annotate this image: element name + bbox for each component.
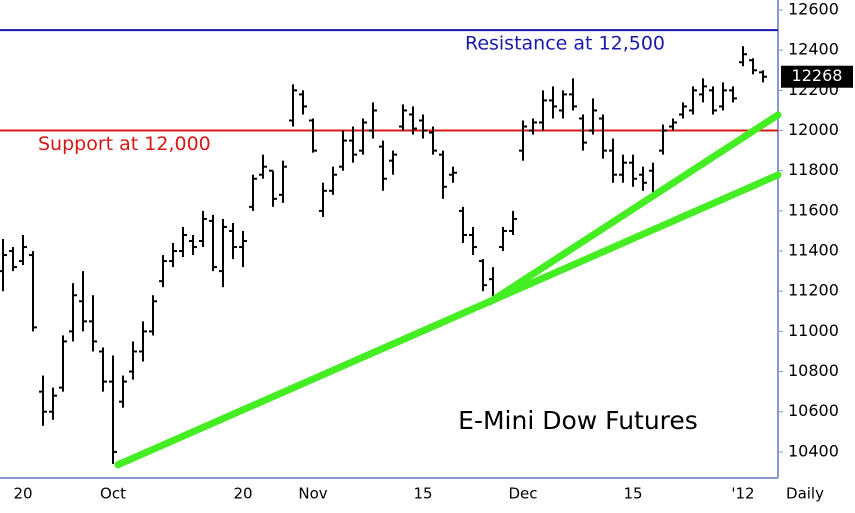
x-tick-label: Dec bbox=[508, 485, 537, 503]
y-tick-label: 10400 bbox=[788, 441, 839, 460]
x-axis-label: Daily bbox=[786, 485, 824, 503]
last-price-label: 12268 bbox=[792, 66, 843, 85]
chart-title: E-Mini Dow Futures bbox=[458, 406, 698, 435]
y-tick-label: 11800 bbox=[788, 160, 839, 179]
last-price-box bbox=[781, 65, 853, 88]
trendline bbox=[486, 111, 782, 306]
y-tick-label: 12400 bbox=[788, 40, 839, 59]
x-tick-label: 20 bbox=[13, 485, 32, 503]
y-tick-label: 12600 bbox=[788, 0, 839, 19]
x-tick-label: '12 bbox=[731, 485, 754, 503]
x-tick-label: 20 bbox=[233, 485, 252, 503]
y-tick-label: 11200 bbox=[788, 281, 839, 300]
trendline bbox=[114, 171, 782, 469]
y-tick-label: 11400 bbox=[788, 241, 839, 260]
x-tick-label: 15 bbox=[413, 485, 432, 503]
level-label: Resistance at 12,500 bbox=[465, 33, 665, 55]
x-tick-label: Nov bbox=[298, 485, 327, 503]
level-label: Support at 12,000 bbox=[38, 133, 211, 155]
y-tick-label: 12000 bbox=[788, 120, 839, 139]
y-tick-label: 10800 bbox=[788, 361, 839, 380]
x-tick-label: 15 bbox=[623, 485, 642, 503]
x-tick-label: Oct bbox=[100, 485, 126, 503]
y-tick-label: 11600 bbox=[788, 200, 839, 219]
y-tick-label: 11000 bbox=[788, 321, 839, 340]
y-tick-label: 10600 bbox=[788, 401, 839, 420]
